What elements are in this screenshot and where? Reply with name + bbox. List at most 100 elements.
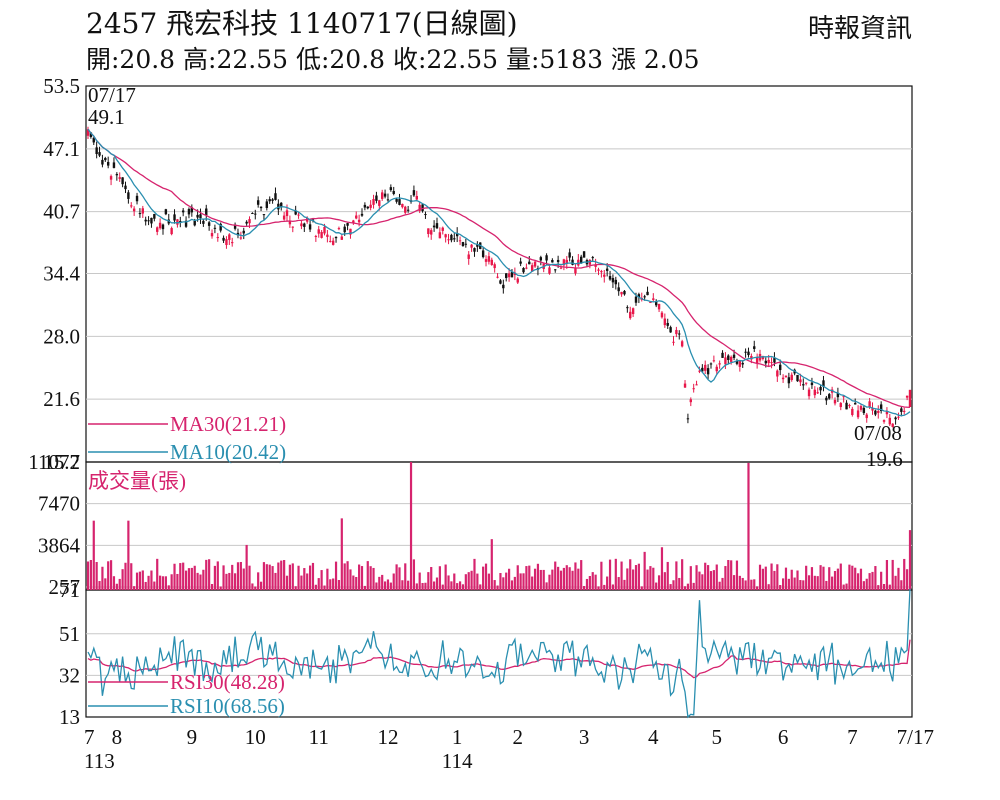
volume-bar (825, 580, 828, 590)
volume-bar (836, 568, 839, 590)
candle-body (352, 220, 355, 224)
volume-bar (513, 576, 516, 590)
candle-body (859, 406, 863, 410)
candle-body (150, 217, 153, 224)
candle-body (718, 363, 721, 365)
candle-body (706, 368, 710, 375)
candle-body (908, 389, 912, 408)
volume-bar (311, 562, 315, 590)
candle-body (337, 228, 341, 230)
volume-bar (758, 564, 762, 590)
volume-bar (219, 586, 222, 590)
volume-bar (672, 580, 675, 590)
candle-body (406, 209, 410, 211)
volume-bar (101, 566, 104, 590)
candle-body (262, 214, 266, 216)
volume-bar (398, 567, 401, 590)
volume-bar (456, 583, 459, 590)
candle-body (580, 256, 583, 264)
volume-bar (375, 582, 378, 590)
volume-bar (871, 571, 874, 590)
candle-body (701, 367, 704, 372)
candle-body (193, 220, 196, 226)
volume-bar (236, 562, 240, 590)
candle-body (89, 132, 93, 138)
volume-bar (833, 570, 837, 590)
volume-bar (756, 586, 759, 590)
volume-bar (856, 573, 860, 590)
candle-body (608, 276, 612, 280)
candle-body (412, 190, 416, 196)
candle-body (600, 271, 603, 273)
volume-bar (790, 569, 793, 590)
candle-body (121, 177, 124, 185)
x-year-label: 114 (442, 749, 473, 773)
candle-body (127, 192, 130, 199)
candle-body (574, 268, 577, 274)
candle-body (631, 308, 635, 315)
volume-bar (525, 566, 528, 590)
candle-body (389, 187, 393, 191)
candle-body (556, 259, 560, 263)
candle-body (779, 364, 782, 371)
candle-body (398, 199, 401, 205)
candle-body (652, 298, 655, 300)
volume-bar (813, 575, 816, 590)
candle-body (458, 240, 462, 242)
volume-bar (381, 574, 384, 590)
volume-bar (880, 571, 883, 590)
volume-bar (300, 575, 303, 590)
volume-bar (170, 574, 173, 590)
volume-bar (317, 578, 320, 590)
candle-body (816, 392, 819, 394)
candle-body (851, 408, 854, 416)
volume-bar (626, 568, 629, 590)
candle-body (626, 307, 629, 309)
volume-bar (848, 564, 851, 590)
volume-bar (548, 574, 551, 590)
volume-bar (199, 574, 202, 590)
volume-bar (594, 574, 597, 590)
candle-body (510, 271, 514, 278)
volume-bar (903, 558, 906, 590)
volume-bar (107, 561, 110, 590)
candle-body (559, 267, 563, 269)
candle-body (383, 193, 387, 197)
volume-bar (681, 559, 684, 590)
volume-bar (859, 568, 863, 590)
candle-body (836, 392, 840, 398)
candle-body (219, 223, 222, 231)
x-tick-label: 1 (452, 725, 463, 749)
candle-body (346, 223, 349, 226)
volume-bar (115, 583, 118, 590)
volume-bar (753, 579, 756, 590)
volume-bar (378, 576, 381, 590)
volume-bar (216, 561, 219, 590)
volume-bar (233, 573, 237, 590)
candle-body (176, 219, 179, 225)
volume-bar (796, 570, 799, 590)
candle-body (334, 236, 338, 239)
volume-bar (507, 568, 511, 590)
volume-bar (450, 581, 453, 590)
candle-body (291, 226, 294, 228)
candle-body (303, 223, 306, 227)
volume-bar (150, 570, 153, 590)
volume-bar (320, 570, 323, 590)
volume-bar (242, 568, 245, 590)
candle-body (562, 259, 566, 266)
volume-bar (562, 567, 565, 590)
volume-bar (383, 581, 387, 590)
candle-body (525, 267, 528, 269)
volume-bar (505, 572, 508, 590)
candle-body (455, 233, 459, 237)
candle-body (530, 265, 534, 272)
volume-bar (730, 560, 733, 590)
candle-body (424, 214, 427, 216)
volume-bar (187, 568, 191, 590)
candle-body (666, 322, 669, 326)
volume-bar (735, 560, 739, 590)
candle-body (386, 199, 390, 201)
candle-body (173, 214, 176, 221)
candle-body (874, 410, 877, 415)
